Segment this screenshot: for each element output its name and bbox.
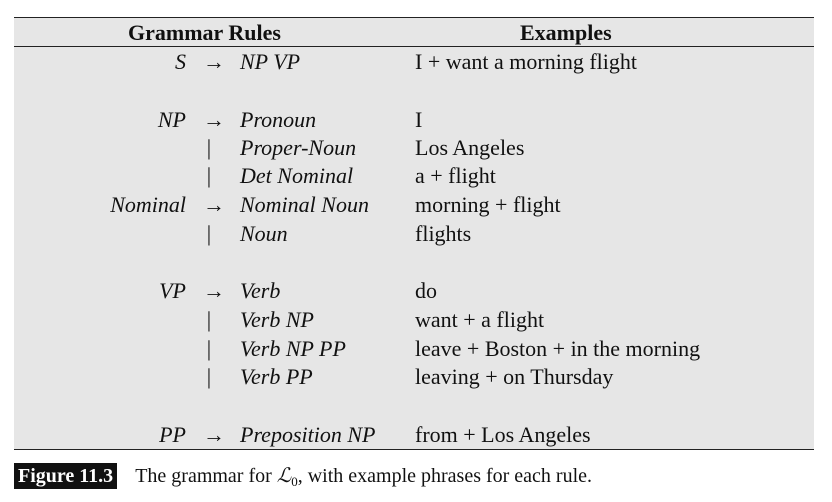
- rule-arrow: →: [203, 192, 225, 217]
- rule-arrow: →: [203, 422, 225, 447]
- table-row: | Verb NP PP leave + Boston + in the mor…: [14, 335, 814, 363]
- rule-lhs: PP: [159, 422, 186, 447]
- rule-rhs: Noun: [240, 221, 288, 246]
- table-row: | Noun flights: [14, 220, 814, 248]
- language-symbol: ℒ: [276, 463, 292, 487]
- table-row: S → NP VP I + want a morning flight: [14, 48, 814, 76]
- rule-alternative-bar: |: [206, 135, 212, 160]
- header-examples: Examples: [520, 20, 612, 45]
- table-row: Nominal → Nominal Noun morning + flight: [14, 191, 814, 219]
- rule-lhs: S: [175, 49, 186, 74]
- rule-alternative-bar: |: [206, 364, 212, 389]
- rule-lhs: NP: [157, 107, 186, 132]
- language-subscript: 0: [291, 474, 298, 489]
- rule-rhs: Verb NP: [240, 307, 314, 332]
- header-grammar-rules: Grammar Rules: [128, 20, 281, 45]
- caption-text-after: , with example phrases for each rule.: [297, 465, 593, 487]
- rule-rhs: Verb PP: [240, 364, 313, 389]
- table-row: VP → Verb do: [14, 277, 814, 305]
- table-row: | Verb NP want + a flight: [14, 306, 814, 334]
- table-row: | Det Nominal a + flight: [14, 162, 814, 190]
- rule-example: leaving + on Thursday: [415, 364, 614, 389]
- rule-example: morning + flight: [415, 192, 561, 217]
- rule-alternative-bar: |: [206, 163, 212, 188]
- table-row: | Verb PP leaving + on Thursday: [14, 363, 814, 391]
- rule-example: a + flight: [415, 163, 496, 188]
- rule-arrow: →: [203, 278, 225, 303]
- rule-rhs: Verb: [240, 278, 281, 303]
- caption-text-before: The grammar for: [135, 465, 277, 487]
- rule-arrow: →: [203, 49, 225, 74]
- rule-arrow: →: [203, 107, 225, 132]
- rule-example: do: [415, 278, 437, 303]
- grammar-table: Grammar Rules Examples S → NP VP I + wan…: [14, 17, 814, 450]
- table-row: NP → Pronoun I: [14, 106, 814, 134]
- rule-rhs: Pronoun: [240, 107, 317, 132]
- rule-alternative-bar: |: [206, 336, 212, 361]
- figure-caption: Figure 11.3 The grammar for ℒ0, with exam…: [14, 461, 592, 489]
- figure-label: Figure 11.3: [14, 463, 118, 489]
- rule-rhs: Preposition NP: [240, 422, 376, 447]
- rule-rhs: Det Nominal: [240, 163, 354, 188]
- header-divider: [14, 46, 814, 47]
- rule-rhs: Verb NP PP: [240, 336, 346, 361]
- rule-lhs: Nominal: [110, 192, 186, 217]
- rule-example: I: [415, 107, 423, 132]
- rule-example: leave + Boston + in the morning: [415, 336, 701, 361]
- table-row: | Proper-Noun Los Angeles: [14, 134, 814, 162]
- rule-alternative-bar: |: [206, 307, 212, 332]
- table-row: PP → Preposition NP from + Los Angeles: [14, 421, 814, 449]
- rule-example: I + want a morning flight: [415, 49, 637, 74]
- rule-example: Los Angeles: [415, 135, 525, 160]
- rule-example: flights: [415, 221, 472, 246]
- rule-example: from + Los Angeles: [415, 422, 591, 447]
- rule-rhs: NP VP: [240, 49, 301, 74]
- rule-rhs: Nominal Noun: [240, 192, 369, 217]
- rule-rhs: Proper-Noun: [240, 135, 357, 160]
- rule-lhs: VP: [159, 278, 186, 303]
- rule-example: want + a flight: [415, 307, 545, 332]
- rule-alternative-bar: |: [206, 221, 212, 246]
